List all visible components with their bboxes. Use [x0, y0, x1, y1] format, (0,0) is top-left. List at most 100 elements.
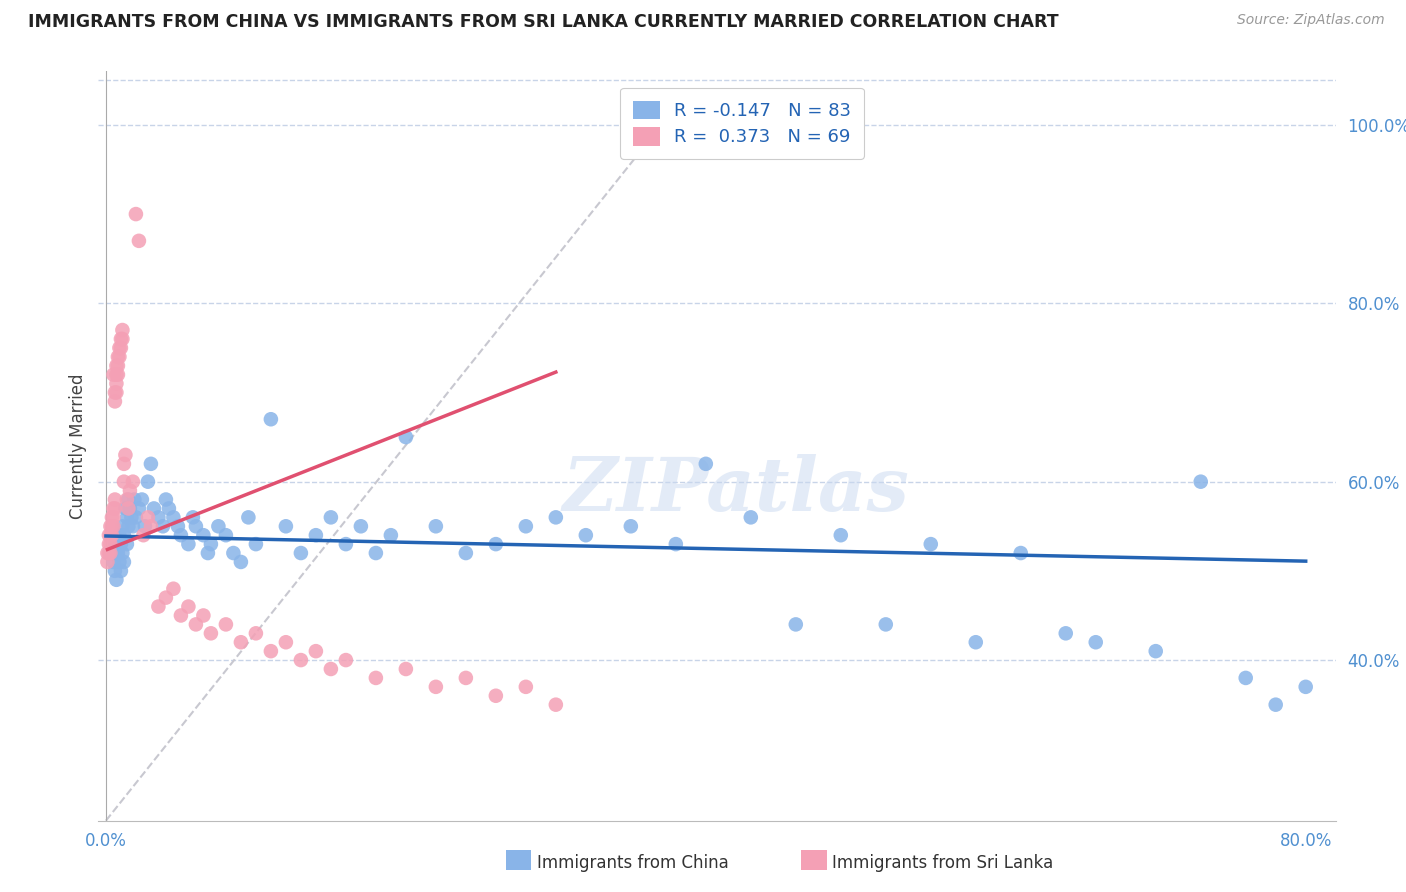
Text: IMMIGRANTS FROM CHINA VS IMMIGRANTS FROM SRI LANKA CURRENTLY MARRIED CORRELATION: IMMIGRANTS FROM CHINA VS IMMIGRANTS FROM… [28, 13, 1059, 31]
Text: Immigrants from China: Immigrants from China [537, 854, 728, 871]
Point [108, 555, 131, 569]
Point [274, 519, 297, 533]
Point [104, 385, 127, 400]
Point [965, 635, 987, 649]
Point [170, 608, 193, 623]
Point [305, 528, 328, 542]
Point [620, 519, 643, 533]
Point [128, 234, 150, 248]
Text: Immigrants from Sri Lanka: Immigrants from Sri Lanka [832, 854, 1053, 871]
Point [162, 582, 184, 596]
Point [193, 608, 215, 623]
Point [107, 359, 129, 373]
Point [785, 617, 807, 632]
Point [104, 394, 127, 409]
Point [101, 519, 124, 533]
Point [290, 653, 312, 667]
Point [425, 519, 447, 533]
Point [128, 501, 150, 516]
Point [1234, 671, 1257, 685]
Point [103, 510, 125, 524]
Point [100, 537, 122, 551]
Point [132, 528, 155, 542]
Point [364, 546, 387, 560]
Point [111, 546, 134, 560]
Point [485, 689, 508, 703]
Point [120, 510, 142, 524]
Point [117, 519, 139, 533]
Point [1010, 546, 1032, 560]
Point [117, 501, 139, 516]
Point [110, 537, 132, 551]
Point [319, 662, 342, 676]
Point [105, 573, 128, 587]
Point [112, 555, 135, 569]
Point [105, 376, 128, 391]
Point [110, 564, 132, 578]
Point [112, 528, 135, 542]
Point [97, 537, 120, 551]
Point [142, 501, 165, 516]
Point [105, 546, 128, 560]
Point [100, 528, 122, 542]
Point [575, 528, 598, 542]
Point [155, 492, 177, 507]
Point [101, 510, 124, 524]
Point [665, 537, 688, 551]
Point [136, 475, 159, 489]
Y-axis label: Currently Married: Currently Married [69, 373, 87, 519]
Point [1264, 698, 1286, 712]
Point [200, 537, 222, 551]
Point [260, 412, 283, 426]
Point [111, 519, 134, 533]
Point [319, 510, 342, 524]
Point [875, 617, 897, 632]
Point [184, 519, 207, 533]
Point [100, 519, 122, 533]
Point [167, 519, 190, 533]
Point [115, 492, 138, 507]
Point [97, 546, 120, 560]
Point [111, 323, 134, 337]
Point [229, 635, 252, 649]
Point [290, 546, 312, 560]
Point [104, 537, 127, 551]
Text: ZIPatlas: ZIPatlas [562, 454, 910, 527]
Point [111, 332, 134, 346]
Point [148, 599, 170, 614]
Legend: R = -0.147   N = 83, R =  0.373   N = 69: R = -0.147 N = 83, R = 0.373 N = 69 [620, 88, 863, 159]
Point [222, 546, 245, 560]
Point [108, 528, 131, 542]
Point [104, 564, 127, 578]
Point [544, 510, 567, 524]
Point [139, 457, 162, 471]
Point [207, 519, 229, 533]
Point [152, 519, 174, 533]
Point [177, 537, 200, 551]
Point [104, 501, 127, 516]
Point [245, 626, 267, 640]
Point [110, 332, 132, 346]
Point [395, 430, 418, 444]
Point [177, 599, 200, 614]
Point [350, 519, 373, 533]
Point [215, 528, 238, 542]
Point [107, 350, 129, 364]
Point [103, 501, 125, 516]
Point [114, 448, 136, 462]
Point [162, 510, 184, 524]
Point [920, 537, 942, 551]
Point [148, 510, 170, 524]
Point [515, 519, 537, 533]
Point [515, 680, 537, 694]
Point [395, 662, 418, 676]
Point [107, 546, 129, 560]
Point [117, 492, 139, 507]
Point [136, 510, 159, 524]
Point [1295, 680, 1317, 694]
Point [1189, 475, 1212, 489]
Point [380, 528, 402, 542]
Point [485, 537, 508, 551]
Point [364, 671, 387, 685]
Point [425, 680, 447, 694]
